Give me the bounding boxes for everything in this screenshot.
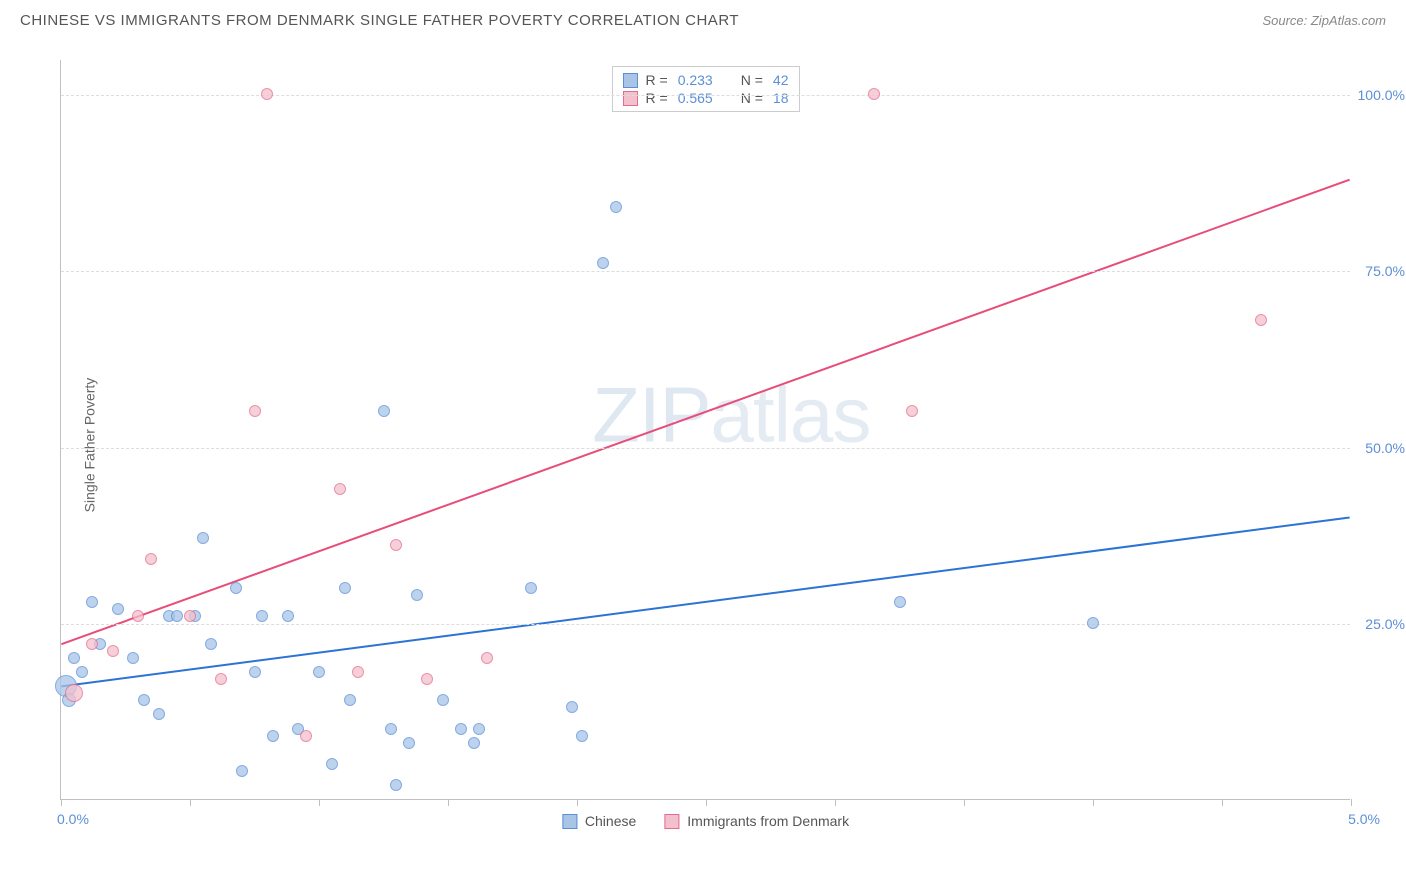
x-tick xyxy=(964,799,965,806)
series-legend: Chinese Immigrants from Denmark xyxy=(562,813,849,829)
chart-container: Single Father Poverty ZIPatlas R =0.233N… xyxy=(50,50,1390,840)
data-point xyxy=(411,589,423,601)
data-point xyxy=(112,603,124,615)
legend-swatch xyxy=(623,73,638,88)
legend-swatch xyxy=(623,91,638,106)
data-point xyxy=(86,596,98,608)
data-point xyxy=(205,638,217,650)
data-point xyxy=(261,88,273,100)
data-point xyxy=(76,666,88,678)
data-point xyxy=(236,765,248,777)
y-tick-label: 75.0% xyxy=(1365,263,1405,279)
x-tick xyxy=(706,799,707,806)
r-value: 0.565 xyxy=(678,90,713,106)
data-point xyxy=(468,737,480,749)
x-tick xyxy=(1222,799,1223,806)
data-point xyxy=(326,758,338,770)
data-point xyxy=(68,652,80,664)
data-point xyxy=(334,483,346,495)
data-point xyxy=(153,708,165,720)
data-point xyxy=(300,730,312,742)
n-value: 18 xyxy=(773,90,789,106)
data-point xyxy=(184,610,196,622)
data-point xyxy=(597,257,609,269)
legend-label: Immigrants from Denmark xyxy=(687,813,849,829)
data-point xyxy=(127,652,139,664)
data-point xyxy=(525,582,537,594)
data-point xyxy=(437,694,449,706)
data-point xyxy=(481,652,493,664)
data-point xyxy=(1255,314,1267,326)
x-tick xyxy=(1351,799,1352,806)
data-point xyxy=(197,532,209,544)
x-tick xyxy=(1093,799,1094,806)
data-point xyxy=(566,701,578,713)
gridline-h xyxy=(61,271,1350,272)
data-point xyxy=(107,645,119,657)
data-point xyxy=(132,610,144,622)
data-point xyxy=(455,723,467,735)
data-point xyxy=(390,779,402,791)
data-point xyxy=(339,582,351,594)
data-point xyxy=(906,405,918,417)
legend-label: Chinese xyxy=(585,813,636,829)
trend-line xyxy=(61,517,1349,686)
correlation-legend: R =0.233N =42R =0.565N =18 xyxy=(612,66,800,112)
x-tick-label: 0.0% xyxy=(57,811,89,827)
x-tick xyxy=(319,799,320,806)
data-point xyxy=(610,201,622,213)
data-point xyxy=(145,553,157,565)
gridline-h xyxy=(61,624,1350,625)
legend-row: R =0.233N =42 xyxy=(623,71,789,89)
data-point xyxy=(390,539,402,551)
x-tick-label: 5.0% xyxy=(1348,811,1380,827)
legend-item: Chinese xyxy=(562,813,636,829)
data-point xyxy=(267,730,279,742)
x-tick xyxy=(190,799,191,806)
data-point xyxy=(282,610,294,622)
data-point xyxy=(86,638,98,650)
data-point xyxy=(894,596,906,608)
data-point xyxy=(385,723,397,735)
data-point xyxy=(403,737,415,749)
gridline-h xyxy=(61,448,1350,449)
y-tick-label: 25.0% xyxy=(1365,616,1405,632)
data-point xyxy=(313,666,325,678)
legend-item: Immigrants from Denmark xyxy=(664,813,849,829)
data-point xyxy=(249,666,261,678)
legend-swatch xyxy=(664,814,679,829)
data-point xyxy=(421,673,433,685)
data-point xyxy=(378,405,390,417)
y-tick-label: 50.0% xyxy=(1365,440,1405,456)
data-point xyxy=(1087,617,1099,629)
watermark: ZIPatlas xyxy=(592,369,870,460)
data-point xyxy=(249,405,261,417)
data-point xyxy=(868,88,880,100)
data-point xyxy=(576,730,588,742)
x-tick xyxy=(448,799,449,806)
n-value: 42 xyxy=(773,72,789,88)
plot-area: ZIPatlas R =0.233N =42R =0.565N =18 Chin… xyxy=(60,60,1350,800)
data-point xyxy=(215,673,227,685)
data-point xyxy=(138,694,150,706)
x-tick xyxy=(577,799,578,806)
header: CHINESE VS IMMIGRANTS FROM DENMARK SINGL… xyxy=(0,0,1406,37)
r-value: 0.233 xyxy=(678,72,713,88)
legend-row: R =0.565N =18 xyxy=(623,89,789,107)
page-title: CHINESE VS IMMIGRANTS FROM DENMARK SINGL… xyxy=(20,12,739,29)
x-tick xyxy=(61,799,62,806)
data-point xyxy=(171,610,183,622)
source-attribution: Source: ZipAtlas.com xyxy=(1262,13,1386,28)
data-point xyxy=(65,684,83,702)
gridline-h xyxy=(61,95,1350,96)
trendlines-layer xyxy=(61,60,1350,799)
data-point xyxy=(473,723,485,735)
x-tick xyxy=(835,799,836,806)
data-point xyxy=(352,666,364,678)
legend-swatch xyxy=(562,814,577,829)
data-point xyxy=(230,582,242,594)
data-point xyxy=(344,694,356,706)
data-point xyxy=(256,610,268,622)
y-tick-label: 100.0% xyxy=(1358,87,1405,103)
